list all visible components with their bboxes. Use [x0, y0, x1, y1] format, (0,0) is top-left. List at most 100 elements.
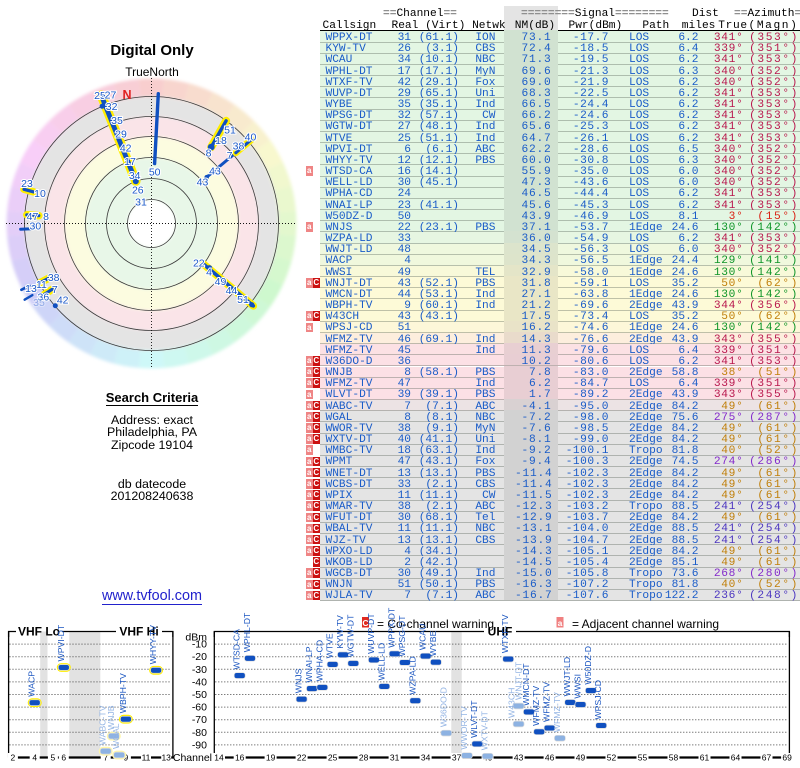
svg-text:4: 4 [32, 753, 37, 763]
svg-text:43: 43 [514, 753, 524, 763]
svg-text:WNAI-LP: WNAI-LP [304, 646, 314, 682]
svg-text:Channel: Channel [173, 752, 212, 764]
svg-text:5: 5 [51, 753, 56, 763]
svg-text:WHYY-TV: WHYY-TV [148, 625, 158, 664]
svg-text:N: N [122, 88, 131, 102]
svg-text:55: 55 [638, 753, 648, 763]
svg-text:6: 6 [61, 753, 66, 763]
svg-text:WFMZ-TV: WFMZ-TV [531, 686, 541, 726]
svg-text:37: 37 [452, 753, 462, 763]
svg-text:WTVE: WTVE [325, 633, 335, 658]
svg-text:34: 34 [421, 753, 431, 763]
svg-text:-30: -30 [192, 664, 207, 676]
svg-text:WPHA-CD: WPHA-CD [314, 640, 324, 682]
svg-text:-20: -20 [192, 651, 207, 663]
svg-text:42: 42 [57, 295, 69, 307]
svg-text:14: 14 [214, 753, 224, 763]
svg-text:22: 22 [193, 258, 205, 270]
svg-text:8: 8 [43, 211, 49, 223]
svg-text:VHF Lo: VHF Lo [18, 625, 60, 639]
svg-text:44: 44 [226, 285, 238, 297]
svg-text:36: 36 [38, 291, 50, 303]
svg-text:46: 46 [545, 753, 555, 763]
svg-text:38: 38 [48, 272, 60, 284]
svg-text:WWJT-LD: WWJT-LD [562, 657, 572, 697]
svg-text:WXTV-DT: WXTV-DT [480, 710, 490, 750]
svg-text:43: 43 [209, 166, 221, 178]
svg-text:-50: -50 [192, 689, 207, 701]
svg-text:WPHL-DT: WPHL-DT [242, 612, 252, 652]
svg-text:= Adjacent channel warning: = Adjacent channel warning [572, 617, 719, 631]
svg-text:WTXF-TV: WTXF-TV [500, 614, 510, 653]
svg-text:11: 11 [142, 753, 151, 763]
svg-text:35: 35 [111, 115, 123, 127]
svg-text:VHF Hi: VHF Hi [119, 625, 158, 639]
svg-text:18: 18 [215, 135, 227, 147]
svg-text:a: a [558, 618, 563, 628]
svg-text:W50DZ-D: W50DZ-D [583, 646, 593, 685]
svg-text:= Co-channel warning: = Co-channel warning [377, 617, 494, 631]
svg-text:WUVP-DT: WUVP-DT [366, 613, 376, 654]
svg-text:34: 34 [129, 170, 141, 182]
svg-text:10: 10 [34, 188, 46, 200]
svg-text:WGTW-DT: WGTW-DT [345, 614, 355, 657]
svg-text:WACP: WACP [27, 671, 37, 697]
svg-text:25: 25 [94, 90, 106, 102]
svg-text:WPSJ-CD: WPSJ-CD [593, 680, 603, 720]
svg-text:51: 51 [237, 294, 249, 306]
svg-text:WFMZ-TV: WFMZ-TV [542, 682, 552, 722]
svg-text:29: 29 [115, 129, 127, 141]
svg-text:69: 69 [782, 753, 792, 763]
svg-text:7: 7 [103, 753, 108, 763]
svg-text:64: 64 [731, 753, 741, 763]
svg-text:-90: -90 [192, 739, 207, 751]
svg-text:13: 13 [161, 753, 171, 763]
svg-text:32: 32 [106, 101, 118, 113]
svg-text:43: 43 [197, 177, 209, 189]
svg-text:-40: -40 [192, 676, 207, 688]
svg-text:52: 52 [607, 753, 617, 763]
svg-text:WGAL: WGAL [111, 723, 121, 749]
svg-text:WPVI-DT: WPVI-DT [56, 624, 66, 661]
svg-text:9: 9 [124, 753, 129, 763]
svg-text:-10: -10 [192, 639, 207, 651]
svg-text:-80: -80 [192, 727, 207, 739]
svg-text:WTSD-CA: WTSD-CA [232, 629, 242, 670]
svg-text:47: 47 [27, 211, 39, 223]
svg-text:30: 30 [30, 221, 42, 233]
svg-text:4: 4 [206, 267, 212, 279]
svg-text:28: 28 [359, 753, 369, 763]
svg-text:WBPH-TV: WBPH-TV [118, 673, 128, 713]
svg-text:C: C [362, 618, 368, 628]
svg-text:51: 51 [224, 125, 236, 137]
svg-text:-70: -70 [192, 714, 207, 726]
svg-text:50: 50 [149, 166, 161, 178]
svg-text:40: 40 [245, 132, 257, 144]
svg-text:WMCN-DT: WMCN-DT [521, 663, 531, 706]
svg-text:WWOR-TV: WWOR-TV [459, 706, 469, 750]
svg-text:31: 31 [135, 197, 147, 209]
svg-text:26: 26 [132, 184, 144, 196]
svg-text:58: 58 [669, 753, 679, 763]
svg-text:49: 49 [576, 753, 586, 763]
svg-text:WNJT-DT: WNJT-DT [514, 661, 524, 700]
svg-text:42: 42 [120, 143, 132, 155]
svg-text:49: 49 [215, 276, 227, 288]
svg-text:W36DO-D: W36DO-D [438, 687, 448, 727]
svg-text:25: 25 [328, 753, 338, 763]
svg-text:11: 11 [36, 279, 47, 291]
svg-text:WCAU: WCAU [418, 624, 428, 651]
svg-text:7: 7 [52, 284, 58, 296]
svg-text:WABC-TV: WABC-TV [98, 705, 108, 745]
svg-text:7: 7 [227, 150, 233, 162]
svg-text:WPSG-DT: WPSG-DT [397, 615, 407, 657]
svg-text:WPPX-DT: WPPX-DT [387, 607, 397, 648]
svg-text:67: 67 [762, 753, 772, 763]
svg-text:-60: -60 [192, 702, 207, 714]
svg-text:17: 17 [124, 156, 136, 168]
svg-text:38: 38 [233, 141, 245, 153]
svg-text:WLVT-DT: WLVT-DT [469, 700, 479, 738]
svg-text:WNJS: WNJS [294, 668, 304, 693]
svg-text:8: 8 [206, 148, 212, 160]
svg-text:W43CH: W43CH [507, 688, 517, 718]
